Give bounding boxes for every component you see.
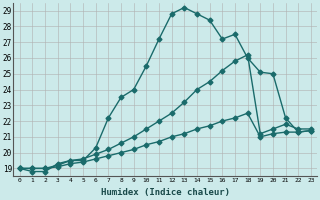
X-axis label: Humidex (Indice chaleur): Humidex (Indice chaleur) xyxy=(101,188,230,197)
